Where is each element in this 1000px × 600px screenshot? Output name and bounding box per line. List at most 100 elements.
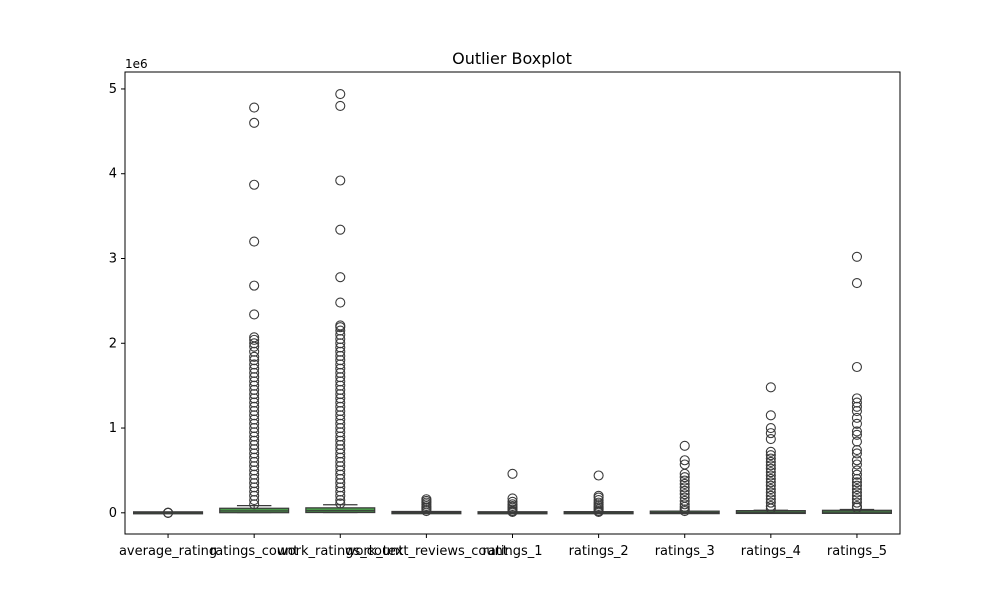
outlier-point <box>335 490 346 501</box>
outlier-point <box>765 473 776 484</box>
outlier-point <box>765 463 776 474</box>
y-tick-label: 1 <box>109 421 117 436</box>
outlier-point <box>851 412 862 423</box>
outlier-point <box>765 450 776 461</box>
outlier-point <box>765 422 776 434</box>
outlier-point <box>679 475 690 486</box>
x-tick-label: ratings_2 <box>569 544 629 559</box>
outlier-point <box>249 179 260 190</box>
outlier-point <box>249 351 260 362</box>
outlier-point <box>679 506 690 517</box>
outlier-point <box>765 446 776 457</box>
y-tick-label: 2 <box>109 336 117 351</box>
outlier-point <box>249 102 260 113</box>
outlier-point <box>851 484 862 495</box>
x-tick-label: ratings_5 <box>827 544 887 559</box>
outlier-point <box>765 470 776 481</box>
outlier-point <box>679 482 690 493</box>
outlier-point <box>679 478 690 490</box>
plot-area: 0 1 2 3 4 5 average_ratingratings_countwork_ra… <box>109 82 892 559</box>
outlier-point <box>851 490 862 501</box>
outlier-point <box>249 309 260 320</box>
x-tick-label: ratings_4 <box>741 544 801 559</box>
outlier-point <box>765 503 776 514</box>
outlier-point <box>765 480 776 491</box>
x-tick-label: ratings_3 <box>655 544 715 559</box>
outlier-point <box>335 88 346 100</box>
outlier-point <box>851 469 862 480</box>
outlier-point <box>335 100 346 111</box>
outlier-point <box>679 440 690 451</box>
outlier-point <box>851 459 862 470</box>
outlier-point <box>335 297 346 308</box>
outlier-point <box>507 506 518 518</box>
outlier-point <box>851 436 862 447</box>
outlier-point <box>249 341 260 352</box>
y-tick-label: 4 <box>109 167 117 182</box>
outlier-point <box>593 470 604 481</box>
outlier-point <box>679 489 690 500</box>
x-tick-label: ratings_1 <box>482 544 542 559</box>
outlier-point <box>765 428 776 439</box>
y-tick-label: 5 <box>109 82 117 97</box>
outlier-point <box>851 445 862 456</box>
outlier-point <box>851 418 862 429</box>
outlier-point <box>679 455 690 466</box>
outlier-point <box>765 477 776 488</box>
outlier-point <box>851 480 862 491</box>
outlier-point <box>765 410 776 421</box>
outlier-point <box>851 406 862 417</box>
outlier-point <box>765 500 776 512</box>
outlier-point <box>249 117 260 128</box>
x-tick-label: average_rating <box>119 544 217 559</box>
outlier-point <box>851 361 862 373</box>
outlier-point <box>765 497 776 508</box>
outlier-point <box>249 495 260 506</box>
outlier-point <box>679 468 690 479</box>
outlier-point <box>679 472 690 483</box>
outlier-point <box>163 507 174 518</box>
outlier-point <box>765 490 776 501</box>
y-axis-offset-label: 1e6 <box>125 57 148 71</box>
chart-title: Outlier Boxplot <box>452 49 572 68</box>
outlier-point <box>851 502 862 513</box>
outlier-point <box>765 487 776 498</box>
outlier-point <box>679 499 690 510</box>
outlier-point <box>249 334 260 345</box>
x-tick-label: work_ratings_count <box>277 544 403 559</box>
outlier-point <box>249 499 260 510</box>
outlier-point <box>593 506 604 518</box>
outlier-point <box>765 467 776 478</box>
outlier-point <box>679 501 690 512</box>
outlier-point <box>851 278 862 289</box>
y-tick-label: 0 <box>109 506 117 521</box>
outlier-point <box>851 477 862 488</box>
outlier-point <box>851 251 862 262</box>
outlier-point <box>335 498 346 509</box>
outlier-point <box>851 429 862 440</box>
outlier-point <box>851 401 862 412</box>
outlier-point <box>765 456 776 467</box>
x-tick-label: ratings_count <box>210 544 298 559</box>
outlier-point <box>765 460 776 471</box>
outlier-point <box>765 453 776 464</box>
outlier-point <box>679 485 690 496</box>
outlier-point <box>249 346 260 357</box>
outlier-point <box>765 382 776 393</box>
outlier-point <box>765 484 776 495</box>
outlier-point <box>507 468 518 479</box>
outlier-point <box>851 497 862 508</box>
outlier-point <box>335 175 346 186</box>
outlier-point <box>851 448 862 459</box>
outlier-point <box>335 495 346 506</box>
outlier-point <box>335 224 346 235</box>
outlier-point <box>851 426 862 437</box>
x-tick-label: work_text_reviews_count <box>345 544 508 559</box>
outlier-point <box>249 280 260 291</box>
y-tick-label: 3 <box>109 251 117 266</box>
outlier-point <box>335 322 346 333</box>
outlier-point <box>851 455 862 466</box>
outlier-point <box>421 506 432 517</box>
